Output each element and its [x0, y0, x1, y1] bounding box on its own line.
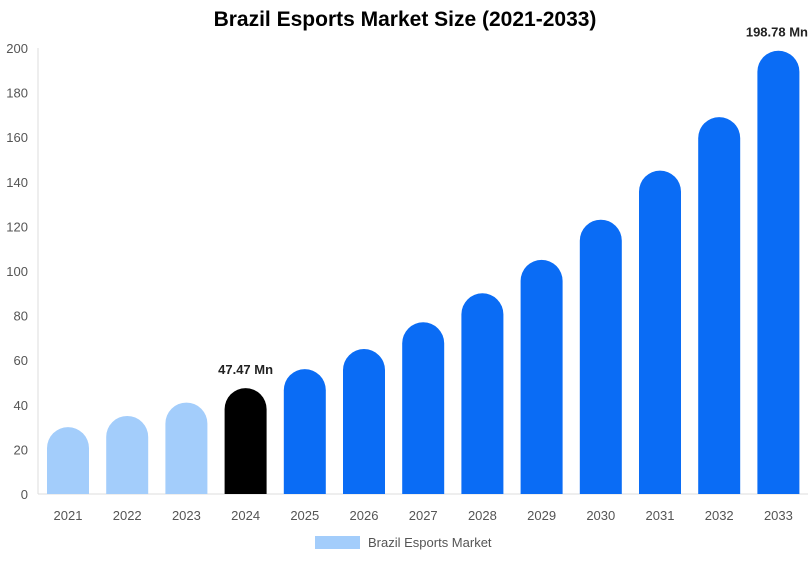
bar-2021	[47, 427, 89, 494]
y-tick-label: 160	[6, 130, 28, 145]
bar-2024	[224, 388, 267, 494]
x-tick-label: 2031	[646, 508, 675, 523]
x-tick-label: 2026	[350, 508, 379, 523]
x-tick-label: 2033	[764, 508, 793, 523]
x-tick-label: 2024	[231, 508, 260, 523]
bar-2022	[106, 415, 149, 494]
y-tick-label: 0	[21, 487, 28, 502]
x-tick-label: 2028	[468, 508, 497, 523]
bar-2027	[402, 322, 445, 494]
legend-swatch	[315, 536, 360, 549]
bar-2023	[165, 402, 208, 494]
y-tick-label: 80	[14, 309, 28, 324]
y-tick-label: 120	[6, 219, 28, 234]
x-tick-label: 2027	[409, 508, 438, 523]
x-tick-label: 2029	[527, 508, 556, 523]
bar-2030	[579, 219, 622, 494]
bar-2026	[343, 349, 385, 494]
chart-title: Brazil Esports Market Size (2021-2033)	[213, 8, 597, 31]
data-label-2024: 47.47 Mn	[218, 362, 273, 377]
bar-2031	[639, 170, 681, 494]
y-tick-label: 40	[14, 398, 28, 413]
bar-2025	[283, 369, 326, 494]
x-tick-label: 2032	[705, 508, 734, 523]
y-tick-label: 20	[14, 442, 28, 457]
data-label-2033: 198.78 Mn	[746, 25, 808, 40]
bar-2033	[757, 50, 800, 495]
y-tick-label: 60	[14, 353, 28, 368]
y-tick-label: 140	[6, 175, 28, 190]
bar-2028	[461, 293, 504, 494]
bar-2032	[698, 117, 741, 495]
x-tick-label: 2030	[586, 508, 615, 523]
x-tick-label: 2023	[172, 508, 201, 523]
bar-2029	[520, 259, 563, 494]
x-tick-label: 2025	[290, 508, 319, 523]
legend: Brazil Esports Market	[315, 535, 492, 550]
y-tick-label: 100	[6, 264, 28, 279]
y-tick-label: 180	[6, 86, 28, 101]
legend-label: Brazil Esports Market	[368, 535, 492, 550]
x-tick-label: 2022	[113, 508, 142, 523]
x-tick-label: 2021	[54, 508, 83, 523]
y-tick-label: 200	[6, 41, 28, 56]
